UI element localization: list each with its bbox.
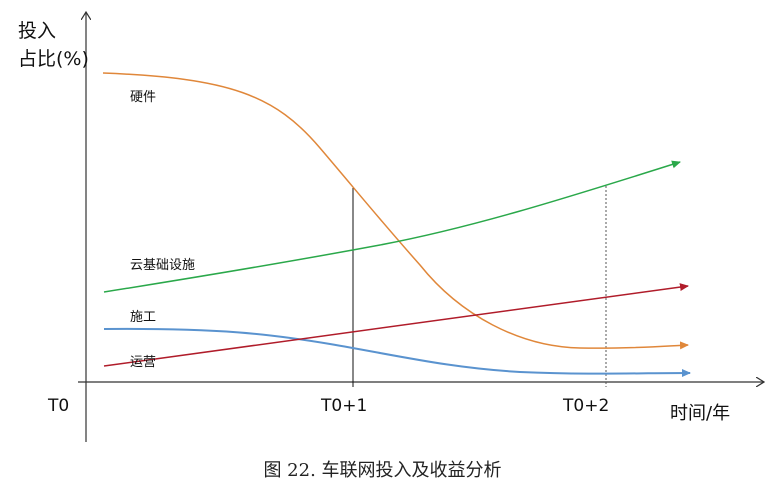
series-line-hardware [102, 72, 689, 350]
x-tick-label: T0 [48, 396, 70, 416]
series-line-operations [103, 283, 689, 367]
series-line-cloud-infrastructure [103, 160, 681, 293]
x-axis-label: 时间/年 [670, 403, 731, 424]
series-label-construction: 施工 [130, 310, 157, 325]
series-line-construction [103, 327, 691, 378]
y-axis-label-line-2: 占比(%) [18, 48, 89, 70]
figure-caption: 图 22. 车联网投入及收益分析 [263, 460, 502, 481]
y-axis-label-line-1: 投入 [18, 20, 57, 42]
x-tick-label: T0+2 [563, 396, 610, 416]
series-label-hardware: 硬件 [130, 90, 157, 105]
series-label-operations: 运营 [130, 355, 157, 370]
series-label-cloud-infrastructure: 云基础设施 [130, 258, 196, 273]
x-tick-label: T0+1 [321, 396, 368, 416]
